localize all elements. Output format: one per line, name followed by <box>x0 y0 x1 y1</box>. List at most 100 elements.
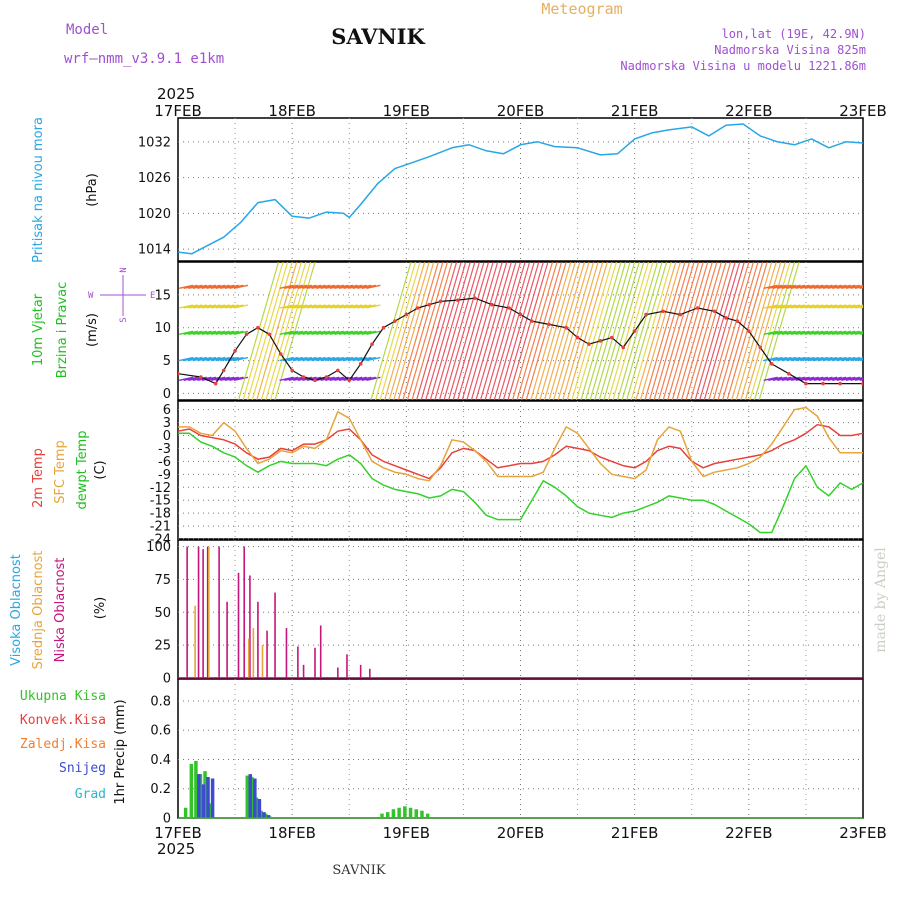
wind-barb <box>325 330 340 335</box>
wind-barb <box>800 304 815 309</box>
y-tick-label: 10 <box>154 321 171 336</box>
wind-barb <box>854 358 863 362</box>
wind-streak <box>237 262 280 400</box>
time-tick-top: 19FEB <box>383 102 430 120</box>
wind-barb <box>827 330 842 335</box>
wind-barb <box>357 284 372 289</box>
wind-barb <box>786 330 801 335</box>
wind-speed-point <box>336 368 340 373</box>
wind-barb <box>188 304 203 309</box>
wind-streak <box>406 262 449 400</box>
wind-speed-point <box>724 316 728 320</box>
time-tick-top: 18FEB <box>268 102 315 120</box>
wind-barb <box>311 284 326 289</box>
wind-speed-point <box>575 335 580 340</box>
bar-ukupna-kisa <box>391 809 396 818</box>
wind-barb <box>220 330 235 335</box>
bar-ukupna-kisa <box>194 760 198 818</box>
wind-speed-point <box>404 312 409 317</box>
wind-streak <box>584 262 627 400</box>
bar-niska-oblacnost <box>274 592 276 678</box>
time-tick-bottom: 20FEB <box>497 824 544 842</box>
temp-unit: (C) <box>93 460 108 479</box>
bar-ukupna-kisa <box>385 812 390 818</box>
wind-barb <box>188 356 203 362</box>
time-tick-bottom: 21FEB <box>611 824 658 842</box>
wind-barb <box>357 304 372 309</box>
wind-streak <box>639 262 681 400</box>
wind-barb <box>832 304 847 309</box>
wind-streak <box>680 262 723 400</box>
model-altitude-line: Nadmorska Visina u modelu 1221.86m <box>620 59 866 73</box>
wind-barb <box>315 356 331 362</box>
wind-speed-point <box>644 312 648 317</box>
wind-barb <box>836 356 851 362</box>
wind-barb <box>366 330 381 335</box>
wind-barb <box>229 304 244 309</box>
wind-legend-e: E <box>150 291 155 301</box>
bar-ukupna-kisa <box>403 806 407 818</box>
bar-niska-oblacnost <box>206 546 209 678</box>
wind-streak <box>758 262 800 400</box>
wind-streak <box>753 262 796 400</box>
cloud-series <box>178 546 863 679</box>
bar-ukupna-kisa <box>183 807 188 818</box>
wind-barb <box>302 356 317 362</box>
wind-barb <box>224 284 239 289</box>
wind-speed-point <box>587 342 591 346</box>
wind-streak <box>690 262 732 400</box>
wind-speed-point <box>712 309 717 314</box>
wind-barb <box>800 376 815 381</box>
wind-label-2: Brzina i Pravac <box>55 282 70 379</box>
wind-barb <box>183 284 198 289</box>
y-tick-label: -24 <box>150 533 171 548</box>
wind-barb <box>306 330 322 335</box>
wind-barb <box>224 330 239 335</box>
time-tick-top: 20FEB <box>497 102 544 120</box>
wind-barb <box>781 356 797 362</box>
wind-barb <box>293 284 308 289</box>
wind-streak <box>685 262 727 400</box>
bar-srednja-oblacnost <box>261 645 264 678</box>
wind-speed-point <box>490 302 494 307</box>
wind-barb <box>854 305 863 309</box>
wind-barb <box>786 304 801 309</box>
wind-barb <box>233 330 249 335</box>
y-tick-label: 100 <box>146 540 171 555</box>
y-tick-label: 0 <box>163 387 171 402</box>
wind-speed-point <box>621 345 626 350</box>
wind-streak <box>530 262 572 400</box>
wind-streak <box>717 262 759 400</box>
wind-barb <box>284 330 299 335</box>
wind-barb <box>777 304 792 309</box>
wind-streak <box>594 262 636 400</box>
dewpt-label: dewpt Temp <box>75 430 90 509</box>
wind-barb <box>229 330 244 335</box>
bar-ukupna-kisa <box>380 813 384 818</box>
wind-streak <box>256 262 298 400</box>
wind-streak <box>721 262 764 400</box>
wind-barb <box>306 304 322 309</box>
wind-barb <box>804 356 819 362</box>
y-tick-label: 1014 <box>138 243 171 258</box>
wind-barb <box>763 356 778 362</box>
wind-barb <box>859 359 863 362</box>
wind-barb <box>795 376 810 381</box>
wind-barb <box>201 304 217 309</box>
wind-streak <box>557 262 599 400</box>
wind-barb <box>781 330 797 335</box>
wind-streak <box>566 262 608 400</box>
wind-barb <box>325 356 340 362</box>
wind-barb <box>206 284 221 289</box>
wind-barb <box>343 356 358 362</box>
wind-barb <box>229 284 244 289</box>
wind-barb <box>768 284 783 289</box>
wind-streak <box>402 262 444 400</box>
wind-barb <box>178 304 194 309</box>
wind-barb <box>229 356 244 362</box>
wind-barb <box>320 304 335 309</box>
wind-streak <box>539 262 581 400</box>
wind-barb <box>325 284 340 289</box>
wind-speed-point <box>610 335 614 340</box>
wind-streak <box>630 262 672 400</box>
